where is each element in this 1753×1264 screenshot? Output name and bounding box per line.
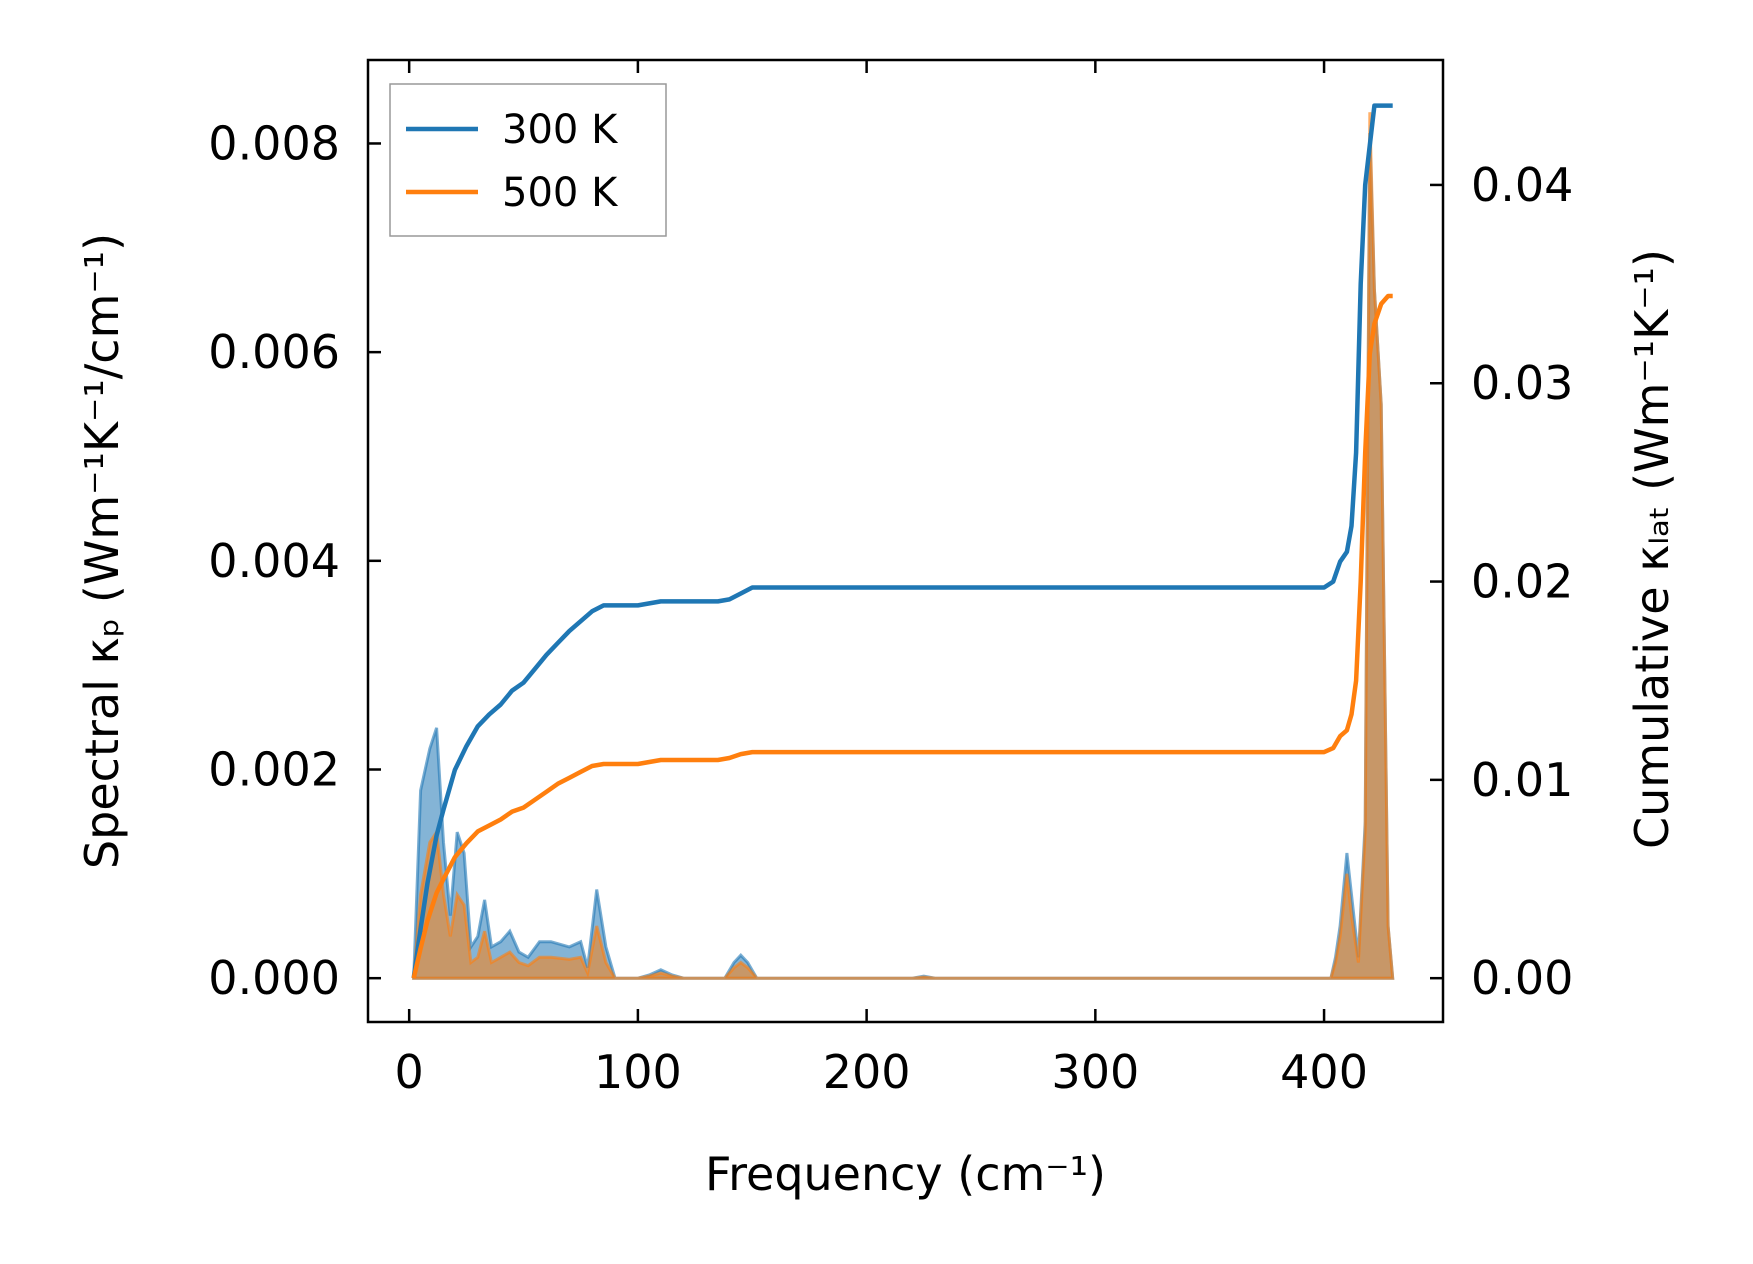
x-tick-label: 0 (395, 1045, 424, 1099)
legend: 300 K 500 K (389, 83, 667, 237)
y-axis-title-right: Cumulative κₗₐₜ (Wm⁻¹K⁻¹) (1625, 249, 1679, 849)
y-tick-label-right: 0.01 (1471, 753, 1573, 807)
y-tick-label-left: 0.000 (208, 951, 340, 1005)
x-tick-label: 200 (823, 1045, 911, 1099)
legend-label-300k: 300 K (502, 107, 619, 153)
plot-frame (366, 58, 1445, 1024)
y-axis-title-left: Spectral κₚ (Wm⁻¹K⁻¹/cm⁻¹) (75, 233, 129, 869)
x-tick-label: 400 (1280, 1045, 1368, 1099)
x-tick-label: 100 (594, 1045, 682, 1099)
x-axis-title: Frequency (cm⁻¹) (705, 1147, 1106, 1201)
y-tick-label-left: 0.008 (208, 116, 340, 170)
spectral-area-300k (412, 132, 1395, 980)
legend-box (389, 83, 667, 237)
plot-area (411, 103, 1395, 980)
y-tick-label-right: 0.04 (1471, 158, 1573, 212)
y-tick-label-left: 0.002 (208, 743, 340, 797)
y-tick-label-right: 0.03 (1471, 356, 1573, 410)
y-tick-label-right: 0.02 (1471, 555, 1573, 609)
cumulative-line-500k (411, 293, 1393, 979)
spectral-area-500k (412, 112, 1395, 980)
x-tick-label: 300 (1051, 1045, 1139, 1099)
legend-label-500k: 500 K (502, 170, 619, 216)
y-tick-label-left: 0.004 (208, 534, 340, 588)
y-tick-label-left: 0.006 (208, 325, 340, 379)
axes: 0 100 200 300 400 0.000 0.002 0.004 0.006 0.008 0.… (208, 58, 1573, 1099)
y-tick-label-right: 0.00 (1471, 951, 1573, 1005)
cumulative-line-300k (411, 103, 1393, 979)
